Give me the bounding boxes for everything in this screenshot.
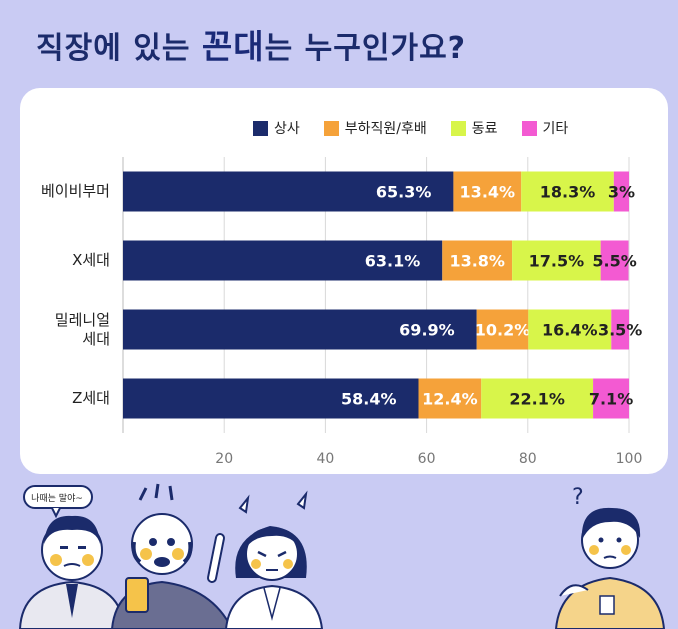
woman-character-icon xyxy=(224,490,324,629)
bar-segment xyxy=(476,309,529,350)
title-highlight: 꼰대 xyxy=(201,27,265,66)
legend-swatch-boss xyxy=(253,120,268,136)
data-label: 7.1% xyxy=(589,390,633,409)
category-label: 베이비부머 xyxy=(22,182,110,201)
boss-character-icon xyxy=(18,515,126,629)
bar-segment xyxy=(123,378,419,419)
legend-swatch-peer xyxy=(450,120,466,136)
data-label: 22.1% xyxy=(509,390,565,409)
legend-item-junior: 부하직원/후배 xyxy=(323,118,427,138)
legend-label-junior: 부하직원/후배 xyxy=(344,121,427,137)
data-label: 3.5% xyxy=(598,321,642,340)
category-label: 밀레니얼 세대 xyxy=(22,311,110,349)
x-tick-label: 100 xyxy=(616,451,643,467)
data-label: 3% xyxy=(608,183,635,202)
bar-segment xyxy=(521,171,614,212)
svg-text:?: ? xyxy=(572,485,584,510)
x-tick-label: 40 xyxy=(316,451,334,467)
data-label: 5.5% xyxy=(592,252,636,271)
category-label: X세대 xyxy=(22,251,110,270)
bar-segment xyxy=(613,171,629,212)
bar-segment xyxy=(600,240,629,281)
data-label: 58.4% xyxy=(341,390,397,409)
bar-segment xyxy=(481,378,594,419)
drinking-character-icon xyxy=(110,483,234,629)
bar-segment xyxy=(123,171,454,212)
data-label: 69.9% xyxy=(399,321,455,340)
legend-swatch-other xyxy=(521,120,537,136)
legend-label-peer: 동료 xyxy=(471,121,498,137)
confused-character-icon: ? xyxy=(554,485,666,629)
bar-segment xyxy=(123,240,443,281)
speech-bubble-icon xyxy=(23,485,93,519)
category-label-line: 밀레니얼 xyxy=(54,310,110,329)
legend-item-boss: 상사 xyxy=(253,118,300,138)
bar-segment xyxy=(442,240,513,281)
page-title: 직장에 있는 꼰대는 누구인가요? xyxy=(36,20,466,68)
data-label: 13.4% xyxy=(460,183,516,202)
legend-item-peer: 동료 xyxy=(450,118,498,138)
illustration-scene: ? xyxy=(18,483,666,629)
x-tick-label: 80 xyxy=(519,451,537,467)
category-label-line: X세대 xyxy=(72,251,110,269)
x-tick-label: 60 xyxy=(418,451,436,467)
data-label: 18.3% xyxy=(540,183,596,202)
legend-label-other: 기타 xyxy=(542,121,569,137)
data-label: 12.4% xyxy=(422,390,478,409)
category-label-line: Z세대 xyxy=(72,389,110,407)
category-label-line: 베이비부머 xyxy=(40,182,110,200)
data-label: 13.8% xyxy=(449,252,505,271)
bar-segment xyxy=(418,378,482,419)
data-label: 17.5% xyxy=(529,252,585,271)
title-prefix: 직장에 있는 xyxy=(36,31,202,66)
bar-segment xyxy=(528,309,612,350)
data-label: 10.2% xyxy=(475,321,531,340)
legend-label-boss: 상사 xyxy=(274,121,300,137)
bar-segment xyxy=(512,240,601,281)
data-label: 16.4% xyxy=(542,321,598,340)
data-label: 65.3% xyxy=(376,183,432,202)
data-label: 63.1% xyxy=(365,252,421,271)
legend-item-other: 기타 xyxy=(521,118,569,138)
category-label: Z세대 xyxy=(22,389,110,408)
bar-segment xyxy=(123,309,477,350)
category-label-line: 세대 xyxy=(82,329,110,348)
speech-bubble-text: 나때는 말야~ xyxy=(31,494,83,504)
x-tick-label: 20 xyxy=(215,451,233,467)
bar-segment xyxy=(593,378,629,419)
bar-segment xyxy=(453,171,522,212)
legend-swatch-junior xyxy=(323,120,339,136)
title-suffix: 는 누구인가요? xyxy=(264,31,467,66)
bar-segment xyxy=(611,309,629,350)
chart-legend: 상사 부하직원/후배 동료 기타 xyxy=(253,118,568,138)
